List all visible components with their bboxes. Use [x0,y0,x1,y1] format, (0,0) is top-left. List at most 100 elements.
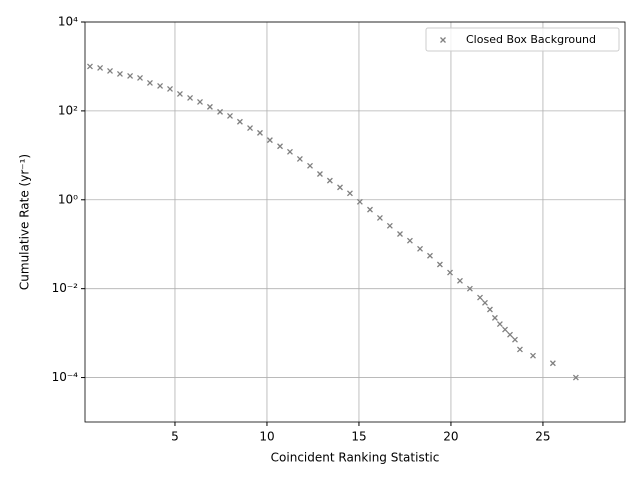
marker-shape [206,103,213,110]
marker-shape [296,155,303,162]
marker-shape [316,171,323,177]
y-tick-label: 10⁻⁴ [52,370,79,384]
marker-shape [496,321,503,327]
marker [257,129,263,136]
y-tick-label: 10² [58,103,78,117]
marker [457,277,463,284]
marker [386,222,393,229]
marker-shape [507,331,513,338]
plot-frame [84,21,626,423]
marker-shape [466,285,473,292]
legend-box [425,27,620,52]
marker [436,261,443,268]
marker-shape [427,252,433,259]
marker-shape [127,72,134,79]
marker-shape [97,64,104,71]
y-axis-label: Cumulative Rate (yr⁻¹) [18,154,32,290]
y-tick-label: 10⁻² [52,281,79,295]
marker [277,143,283,150]
marker-shape [157,82,164,89]
legend-label: Closed Box Background [466,33,596,46]
marker-shape [227,112,233,119]
marker-shape [417,245,423,252]
marker [316,171,323,177]
x-axis-label: Coincident Ranking Statistic [271,451,440,465]
marker [197,98,203,105]
marker [572,374,579,381]
marker-shape [482,299,488,306]
x-tick-label: 10 [259,430,274,444]
y-tick-label: 10⁰ [58,192,78,206]
marker [491,314,498,321]
marker [466,285,473,292]
marker [427,252,433,259]
marker [187,94,194,101]
marker-shape [549,360,556,367]
marker-shape [277,143,283,150]
marker [356,198,363,205]
marker [512,336,518,343]
marker-shape [146,79,153,86]
marker [440,37,446,43]
marker-shape [197,98,203,105]
x-tick-label: 25 [535,430,550,444]
marker [337,184,343,191]
marker [486,306,493,313]
marker [502,326,509,333]
marker [227,112,233,119]
marker [157,82,164,89]
marker-shape [356,198,363,205]
marker-shape [572,374,579,381]
marker-shape [236,118,243,125]
marker-shape [287,148,293,155]
marker [266,137,273,144]
marker-shape [137,74,143,81]
marker [137,74,143,81]
marker [346,190,353,197]
marker-shape [116,70,123,77]
marker [417,245,423,252]
marker [97,64,104,71]
marker [167,85,173,92]
marker [107,67,113,74]
marker-shape [386,222,393,229]
marker-shape [167,85,173,92]
marker-shape [367,206,373,213]
marker-shape [107,67,113,74]
marker-shape [530,352,536,359]
x-tick-label: 5 [171,430,179,444]
marker [127,72,134,79]
marker-shape [187,94,194,101]
marker [477,294,483,301]
marker [516,346,523,353]
marker-shape [87,63,93,70]
x-tick-label: 20 [443,430,458,444]
marker [447,269,453,276]
marker [496,321,503,327]
marker [326,177,333,184]
marker [307,162,313,169]
marker [176,90,183,97]
marker-shape [502,326,509,333]
marker-shape [477,294,483,301]
marker-shape [447,269,453,276]
marker-shape [176,90,183,97]
marker-shape [491,314,498,321]
marker-shape [512,336,518,343]
marker-shape [440,37,446,43]
marker [87,63,93,70]
marker-shape [266,137,273,144]
marker-shape [346,190,353,197]
marker-shape [307,162,313,169]
marker [287,148,293,155]
marker [530,352,536,359]
marker [217,108,224,115]
marker [236,118,243,125]
marker [376,214,383,221]
marker-shape [436,261,443,268]
marker-shape [406,237,413,244]
marker [247,125,253,132]
marker [397,231,403,237]
marker-shape [397,231,403,237]
